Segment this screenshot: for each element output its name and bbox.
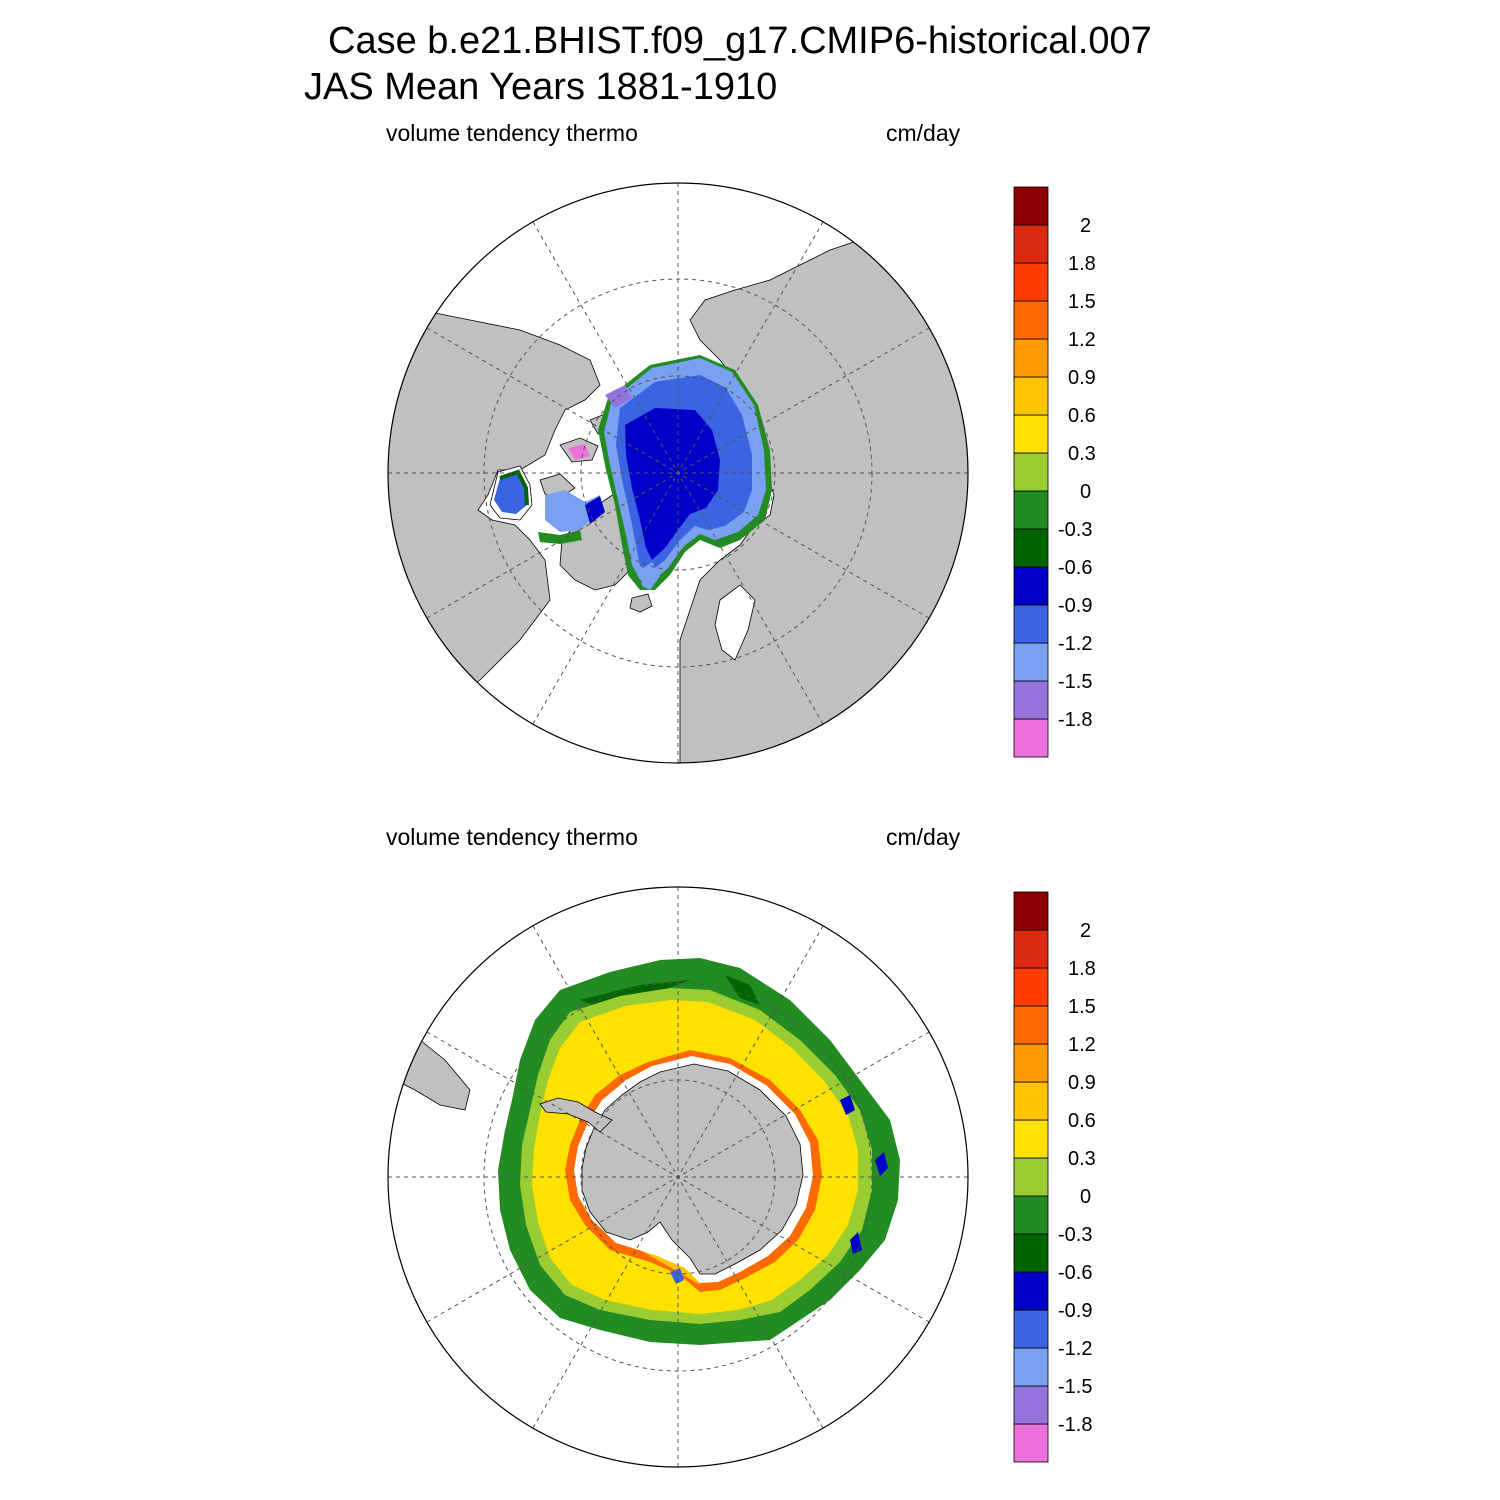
- north-colorbar: -1.8 -1.5 -1.2 -0.9 -0.6 -0.3 0 0.3 0.6 0.9 1…: [1013, 186, 1096, 758]
- north-colorbar-tick-label: -0.3: [1058, 519, 1092, 541]
- south-colorbar-tick-label: 0.9: [1058, 1072, 1096, 1094]
- south-colorbar-tick-label: -1.2: [1058, 1338, 1092, 1360]
- south-colorbar-box-13: [1013, 929, 1049, 969]
- north-polar-map: [387, 182, 969, 764]
- north-colorbar-tick-label: 0: [1070, 481, 1091, 503]
- south-colorbar-tick-label: -0.3: [1058, 1224, 1092, 1246]
- south-colorbar-tick-label: 0.3: [1058, 1148, 1096, 1170]
- north-land-iceland: [629, 593, 653, 613]
- south-colorbar-box-9: [1013, 1081, 1049, 1121]
- south-colorbar-tick-label: 1.2: [1058, 1034, 1096, 1056]
- north-colorbar-tick-label: 0.9: [1058, 367, 1096, 389]
- north-colorbar-box-2: [1013, 642, 1049, 682]
- south-colorbar-tick-label: 2: [1070, 920, 1091, 942]
- south-colorbar-box-4: [1013, 1271, 1049, 1311]
- north-colorbar-tick-label: 0.3: [1058, 443, 1096, 465]
- south-field-blue-spot-c: [850, 1232, 862, 1254]
- south-field-blue-spot-a: [875, 1152, 888, 1176]
- north-colorbar-box-10: [1013, 338, 1049, 378]
- north-field-hudson-ice: [494, 472, 527, 514]
- south-field-blue-spot-d: [670, 1268, 684, 1284]
- south-colorbar-box-5: [1013, 1233, 1049, 1273]
- south-colorbar-tick-label: 1.5: [1058, 996, 1096, 1018]
- south-colorbar-box-14: [1013, 891, 1049, 931]
- south-colorbar-box-1: [1013, 1385, 1049, 1425]
- north-colorbar-box-9: [1013, 376, 1049, 416]
- north-field-labrador-edge: [538, 530, 582, 544]
- south-land-antarctic-peninsula: [539, 1097, 613, 1133]
- north-colorbar-box-4: [1013, 566, 1049, 606]
- north-colorbar-tick-label: -1.8: [1058, 709, 1092, 731]
- north-panel-units-label: cm/day: [886, 120, 961, 146]
- south-colorbar: -1.8 -1.5 -1.2 -0.9 -0.6 -0.3 0 0.3 0.6 0.9 1…: [1013, 891, 1096, 1463]
- north-colorbar-box-12: [1013, 262, 1049, 302]
- north-colorbar-tick-label: -1.2: [1058, 633, 1092, 655]
- north-colorbar-box-7: [1013, 452, 1049, 492]
- north-colorbar-box-8: [1013, 414, 1049, 454]
- north-colorbar-box-5: [1013, 528, 1049, 568]
- south-colorbar-box-7: [1013, 1157, 1049, 1197]
- north-colorbar-tick-label: -0.9: [1058, 595, 1092, 617]
- south-colorbar-tick-label: -0.9: [1058, 1300, 1092, 1322]
- north-colorbar-box-1: [1013, 680, 1049, 720]
- north-land-scandinavia-gap: [714, 584, 756, 661]
- north-panel-variable-label: volume tendency thermo: [386, 120, 638, 146]
- south-colorbar-tick-label: 1.8: [1058, 958, 1096, 980]
- south-colorbar-box-12: [1013, 967, 1049, 1007]
- north-field-baffin-edge: [585, 496, 605, 524]
- south-map-boundary: [387, 886, 969, 1468]
- south-panel-variable-label: volume tendency thermo: [386, 824, 638, 850]
- south-field-blue-spot-b: [840, 1095, 855, 1115]
- north-field-greenland-sea: [640, 562, 660, 590]
- north-colorbar-tick-label: -0.6: [1058, 557, 1092, 579]
- south-colorbar-box-11: [1013, 1005, 1049, 1045]
- south-colorbar-tick-label: 0.6: [1058, 1110, 1096, 1132]
- south-colorbar-tick-label: -1.8: [1058, 1414, 1092, 1436]
- south-colorbar-box-2: [1013, 1347, 1049, 1387]
- figure-title-period: JAS Mean Years 1881-1910: [304, 66, 778, 108]
- south-panel-units-label: cm/day: [886, 824, 961, 850]
- south-colorbar-tick-label: 0: [1070, 1186, 1091, 1208]
- south-colorbar-tick-label: -1.5: [1058, 1376, 1092, 1398]
- south-colorbar-box-3: [1013, 1309, 1049, 1349]
- south-graticule: [388, 887, 968, 1467]
- north-colorbar-tick-label: 0.6: [1058, 405, 1096, 427]
- south-polar-map: [387, 886, 969, 1468]
- north-colorbar-tick-label: -1.5: [1058, 671, 1092, 693]
- south-colorbar-tick-label: -0.6: [1058, 1262, 1092, 1284]
- north-field-baffin-ice: [545, 490, 600, 532]
- north-graticule: [388, 183, 968, 763]
- north-field-hudson-edge: [499, 469, 529, 506]
- north-colorbar-box-6: [1013, 490, 1049, 530]
- north-colorbar-tick-label: 2: [1070, 215, 1091, 237]
- south-colorbar-box-6: [1013, 1195, 1049, 1235]
- south-colorbar-box-0: [1013, 1423, 1049, 1463]
- figure-title-case: Case b.e21.BHIST.f09_g17.CMIP6-historica…: [328, 20, 1152, 62]
- south-colorbar-box-10: [1013, 1043, 1049, 1083]
- north-colorbar-tick-label: 1.5: [1058, 291, 1096, 313]
- north-colorbar-box-13: [1013, 224, 1049, 264]
- north-colorbar-box-3: [1013, 604, 1049, 644]
- north-map-boundary: [387, 182, 969, 764]
- south-field-level-neg06-b: [725, 975, 760, 1005]
- north-colorbar-box-0: [1013, 718, 1049, 758]
- north-colorbar-box-14: [1013, 186, 1049, 226]
- north-colorbar-box-11: [1013, 300, 1049, 340]
- north-field-level-neg06: [625, 408, 720, 560]
- north-colorbar-tick-label: 1.2: [1058, 329, 1096, 351]
- south-colorbar-box-8: [1013, 1119, 1049, 1159]
- north-colorbar-tick-label: 1.8: [1058, 253, 1096, 275]
